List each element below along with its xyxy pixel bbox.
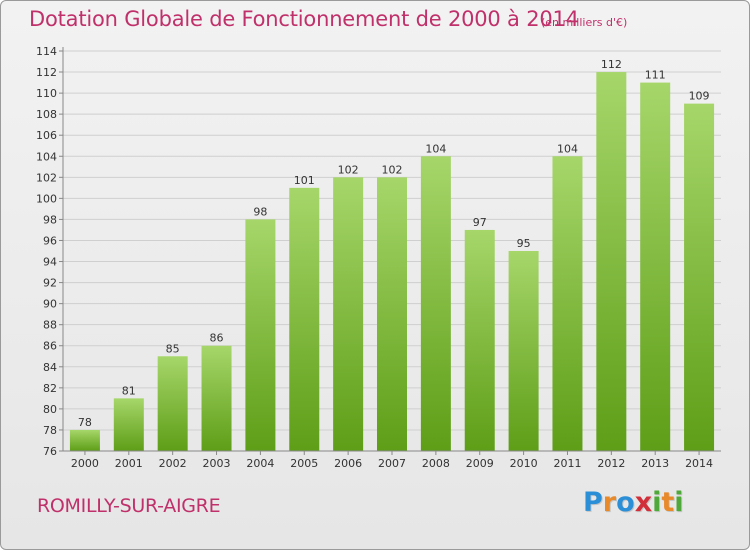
data-label-2002: 85 [166, 342, 180, 355]
x-tick-label-2010: 2010 [510, 457, 538, 470]
x-tick-label-2008: 2008 [422, 457, 450, 470]
logo-letter: r [602, 487, 617, 518]
y-tick-label: 88 [43, 319, 57, 332]
y-tick-label: 94 [43, 256, 57, 269]
data-label-2001: 81 [122, 384, 136, 397]
bar-2001 [113, 398, 144, 451]
bar-2007 [377, 177, 407, 451]
bar-2013 [640, 82, 671, 451]
data-label-2009: 97 [473, 216, 487, 229]
logo-letter: P [583, 487, 603, 518]
bar-2006 [333, 177, 364, 451]
x-tick-label-2009: 2009 [466, 457, 494, 470]
y-tick-label: 112 [36, 66, 57, 79]
data-label-2012: 112 [601, 58, 622, 71]
y-tick-label: 82 [43, 382, 57, 395]
bar-2012 [596, 72, 627, 451]
bar-2004 [245, 219, 276, 451]
proxiti-logo: Proxiti [583, 487, 684, 518]
data-label-2014: 109 [689, 90, 710, 103]
logo-letter: t [661, 487, 675, 518]
y-tick-labels: 76 78 80 82 84 86 88 90 92 94 96 98 100 102 104 106 108 1… [36, 45, 57, 458]
y-tick-label: 98 [43, 213, 57, 226]
x-tick-label-2004: 2004 [246, 457, 274, 470]
y-tick-label: 76 [43, 445, 57, 458]
y-tick-label: 86 [43, 340, 57, 353]
x-tick-label-2006: 2006 [334, 457, 362, 470]
y-tick-label: 100 [36, 192, 57, 205]
x-tick-label-2000: 2000 [71, 457, 99, 470]
bar-2000 [69, 429, 100, 451]
data-label-2013: 111 [645, 69, 666, 82]
commune-name: ROMILLY-SUR-AIGRE [37, 495, 221, 517]
logo-letter: i [652, 487, 662, 518]
x-tick-label-2001: 2001 [115, 457, 143, 470]
chart-subtitle: (en milliers d'€) [541, 16, 628, 29]
data-label-2010: 95 [517, 237, 531, 250]
y-tick-label: 102 [36, 171, 57, 184]
x-tick-label-2013: 2013 [641, 457, 669, 470]
x-tick-labels: 2000 2001 2002 2003 2004 2005 2006 2007 2008 2009… [71, 457, 713, 470]
x-tick-label-2012: 2012 [597, 457, 625, 470]
x-tick-label-2014: 2014 [685, 457, 713, 470]
y-tick-label: 110 [36, 87, 57, 100]
y-tick-label: 92 [43, 277, 57, 290]
data-label-2005: 101 [294, 174, 315, 187]
data-label-2000: 78 [78, 416, 92, 429]
data-label-2006: 102 [338, 163, 359, 176]
bar-2009 [464, 229, 495, 451]
x-tick-label-2003: 2003 [203, 457, 231, 470]
bar-2002 [157, 356, 188, 451]
bar-2011 [552, 156, 583, 451]
y-tick-label: 90 [43, 298, 57, 311]
y-tick-label: 114 [36, 45, 57, 58]
data-label-2003: 86 [210, 332, 224, 345]
bar-2010 [508, 251, 539, 451]
x-tick-label-2011: 2011 [553, 457, 581, 470]
bar-2005 [289, 187, 320, 451]
bar-2014 [684, 103, 715, 451]
y-tick-label: 106 [36, 129, 57, 142]
data-labels: 78 81 85 86 98 101 102 102 104 97 95 104 112 111 109 [78, 58, 710, 429]
logo-letter: o [616, 487, 635, 518]
x-tick-label-2005: 2005 [290, 457, 318, 470]
bar-2003 [201, 345, 232, 451]
y-tick-label: 80 [43, 403, 57, 416]
logo-letter: i [674, 487, 684, 518]
y-tick-label: 96 [43, 234, 57, 247]
x-tick-label-2002: 2002 [159, 457, 187, 470]
bar-2008 [420, 156, 451, 451]
y-tick-label: 108 [36, 108, 57, 121]
axes [62, 47, 721, 455]
y-tick-label: 84 [43, 361, 57, 374]
data-label-2011: 104 [557, 142, 578, 155]
data-label-2004: 98 [253, 205, 267, 218]
bars [69, 72, 715, 451]
data-label-2007: 102 [382, 163, 403, 176]
x-tick-label-2007: 2007 [378, 457, 406, 470]
chart-title: Dotation Globale de Fonctionnement de 20… [29, 7, 579, 31]
y-tick-label: 78 [43, 424, 57, 437]
y-tick-label: 104 [36, 150, 57, 163]
data-label-2008: 104 [425, 142, 446, 155]
logo-letter: x [634, 487, 653, 518]
